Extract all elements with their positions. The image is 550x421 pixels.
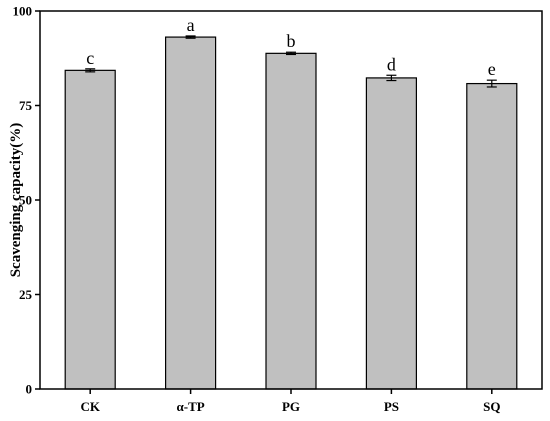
x-axis: CK α-TP PG PS SQ (80, 389, 500, 414)
x-tick-label: PS (384, 399, 399, 414)
y-axis-title: Scavenging capacity(%) (8, 123, 24, 278)
bar (265, 52, 317, 390)
x-tick-label: CK (80, 399, 100, 414)
bar (64, 69, 116, 390)
y-tick-label: 100 (13, 4, 33, 19)
y-tick-label: 75 (19, 98, 33, 113)
significance-label: c (86, 48, 94, 68)
significance-label: e (488, 59, 496, 79)
significance-label: d (387, 54, 396, 74)
y-tick-label: 0 (26, 382, 33, 397)
bar (165, 36, 217, 390)
y-tick-label: 25 (19, 287, 33, 302)
bar (365, 77, 417, 390)
plot-frame (39, 10, 543, 390)
x-tick-label: SQ (483, 399, 500, 414)
bars: c a b d e (64, 15, 518, 390)
x-tick-label: PG (282, 399, 300, 414)
bar (466, 82, 518, 390)
significance-label: b (287, 31, 296, 51)
significance-label: a (187, 15, 195, 35)
x-tick-label: α-TP (176, 399, 204, 414)
y-tick-label: 50 (19, 193, 32, 208)
y-axis: 0 25 50 75 100 (13, 4, 40, 397)
